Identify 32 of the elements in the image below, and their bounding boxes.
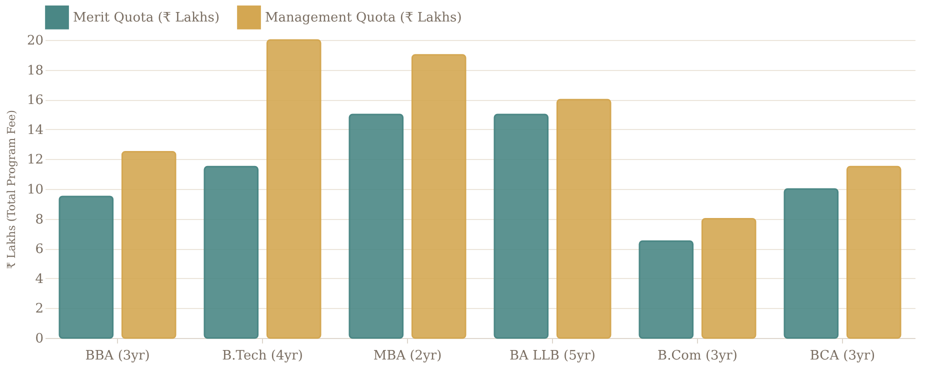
y-tick-label: 4 bbox=[35, 272, 44, 287]
bar bbox=[121, 151, 176, 339]
y-tick-label: 2 bbox=[35, 302, 44, 317]
x-tick-label: BBA (3yr) bbox=[85, 348, 150, 364]
y-tick-label: 16 bbox=[26, 93, 44, 108]
bar bbox=[348, 114, 404, 339]
y-tick-label: 20 bbox=[26, 34, 44, 48]
y-tick-label: 8 bbox=[35, 212, 44, 228]
x-tick-label: B.Com (3yr) bbox=[658, 348, 738, 364]
legend-label: Management Quota (₹ Lakhs) bbox=[265, 10, 462, 26]
x-tick-label: BA LLB (5yr) bbox=[510, 348, 596, 364]
bar bbox=[701, 218, 756, 339]
legend-label: Merit Quota (₹ Lakhs) bbox=[73, 10, 220, 26]
y-tick-label: 10 bbox=[26, 182, 44, 198]
bar bbox=[58, 196, 114, 339]
bar bbox=[266, 39, 322, 339]
y-tick-label: 0 bbox=[35, 332, 44, 346]
bar bbox=[556, 98, 612, 339]
bar bbox=[204, 166, 259, 339]
bar bbox=[494, 114, 549, 339]
bar bbox=[784, 188, 839, 339]
x-tick-label: MBA (2yr) bbox=[373, 348, 442, 364]
x-tick-label: BCA (3yr) bbox=[810, 348, 876, 364]
x-tick-label: B.Tech (4yr) bbox=[222, 348, 303, 364]
y-axis-title: ₹ Lakhs (Total Program Fee) bbox=[4, 110, 18, 270]
y-tick-label: 14 bbox=[26, 122, 44, 138]
y-tick-label: 18 bbox=[26, 63, 44, 78]
y-tick-label: 6 bbox=[35, 242, 44, 258]
bar bbox=[846, 166, 902, 339]
y-tick-label: 12 bbox=[26, 152, 44, 168]
bar bbox=[411, 54, 466, 339]
bar bbox=[638, 240, 694, 339]
